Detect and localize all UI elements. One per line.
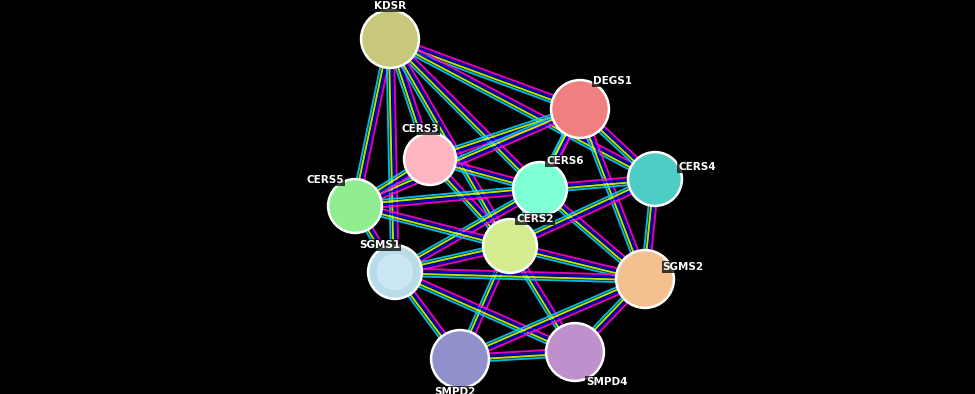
Circle shape: [370, 247, 420, 297]
Text: CERS2: CERS2: [516, 214, 554, 224]
Circle shape: [513, 162, 567, 216]
Text: CERS4: CERS4: [679, 162, 716, 172]
Circle shape: [545, 323, 604, 381]
Text: KDSR: KDSR: [374, 1, 406, 11]
Circle shape: [406, 135, 454, 183]
Text: CERS3: CERS3: [402, 124, 439, 134]
Circle shape: [328, 178, 382, 234]
Text: CERS6: CERS6: [546, 156, 584, 166]
Text: SGMS2: SGMS2: [662, 262, 704, 272]
Circle shape: [515, 164, 565, 214]
Circle shape: [618, 252, 672, 306]
Circle shape: [363, 12, 417, 66]
Circle shape: [553, 82, 607, 136]
Circle shape: [548, 325, 602, 379]
Circle shape: [377, 255, 412, 290]
Circle shape: [483, 219, 537, 273]
Text: SGMS1: SGMS1: [360, 240, 401, 250]
Circle shape: [628, 152, 682, 206]
Circle shape: [433, 332, 487, 386]
Circle shape: [368, 245, 422, 299]
Circle shape: [431, 329, 489, 388]
Circle shape: [551, 80, 609, 139]
Circle shape: [330, 181, 380, 231]
Circle shape: [361, 9, 419, 69]
Text: SMPD4: SMPD4: [586, 377, 628, 387]
Circle shape: [630, 154, 680, 204]
Circle shape: [615, 249, 675, 309]
Text: CERS5: CERS5: [306, 175, 344, 185]
Circle shape: [404, 132, 456, 186]
Text: SMPD2: SMPD2: [434, 387, 476, 394]
Circle shape: [485, 221, 535, 271]
Text: DEGS1: DEGS1: [593, 76, 632, 86]
